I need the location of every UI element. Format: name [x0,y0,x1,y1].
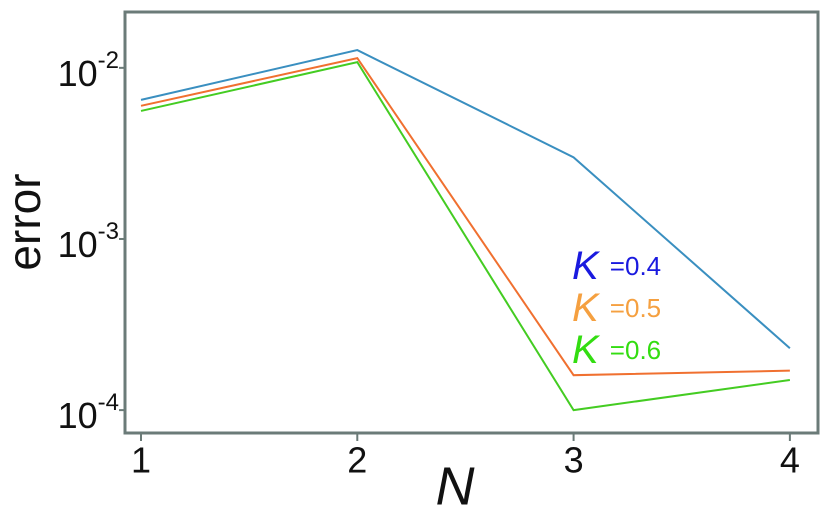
y-axis-label: error [0,173,50,270]
legend-entry: K =0.5 [572,286,661,330]
legend-entry: K =0.6 [572,328,661,372]
x-tick-label: 4 [780,440,800,481]
legend-value: =0.4 [610,251,661,281]
legend-symbol: K [572,328,610,372]
x-tick-label: 3 [564,440,584,481]
plot-frame [123,10,820,435]
y-tick-base: 10 [58,52,98,93]
y-tick-label: 10-2 [58,47,119,93]
y-tick-label: 10-4 [58,389,119,435]
y-tick-label: 10-3 [58,218,119,264]
series-line [140,49,791,349]
y-tick-base: 10 [58,223,98,264]
x-axis-label: N [436,456,476,516]
x-tick-label: 2 [347,440,367,481]
x-tick-label: 1 [131,440,151,481]
y-tick-base: 10 [58,395,98,436]
series-line [140,60,791,412]
y-tick-exponent: -2 [98,47,119,74]
y-tick-exponent: -4 [98,389,119,416]
y-tick-exponent: -3 [98,218,119,245]
series-line [140,56,790,377]
legend-value: =0.5 [610,293,661,323]
legend-symbol: K [572,286,610,330]
legend-symbol: K [572,244,610,288]
legend-value: =0.6 [610,335,661,365]
legend-entry: K =0.4 [572,244,661,288]
